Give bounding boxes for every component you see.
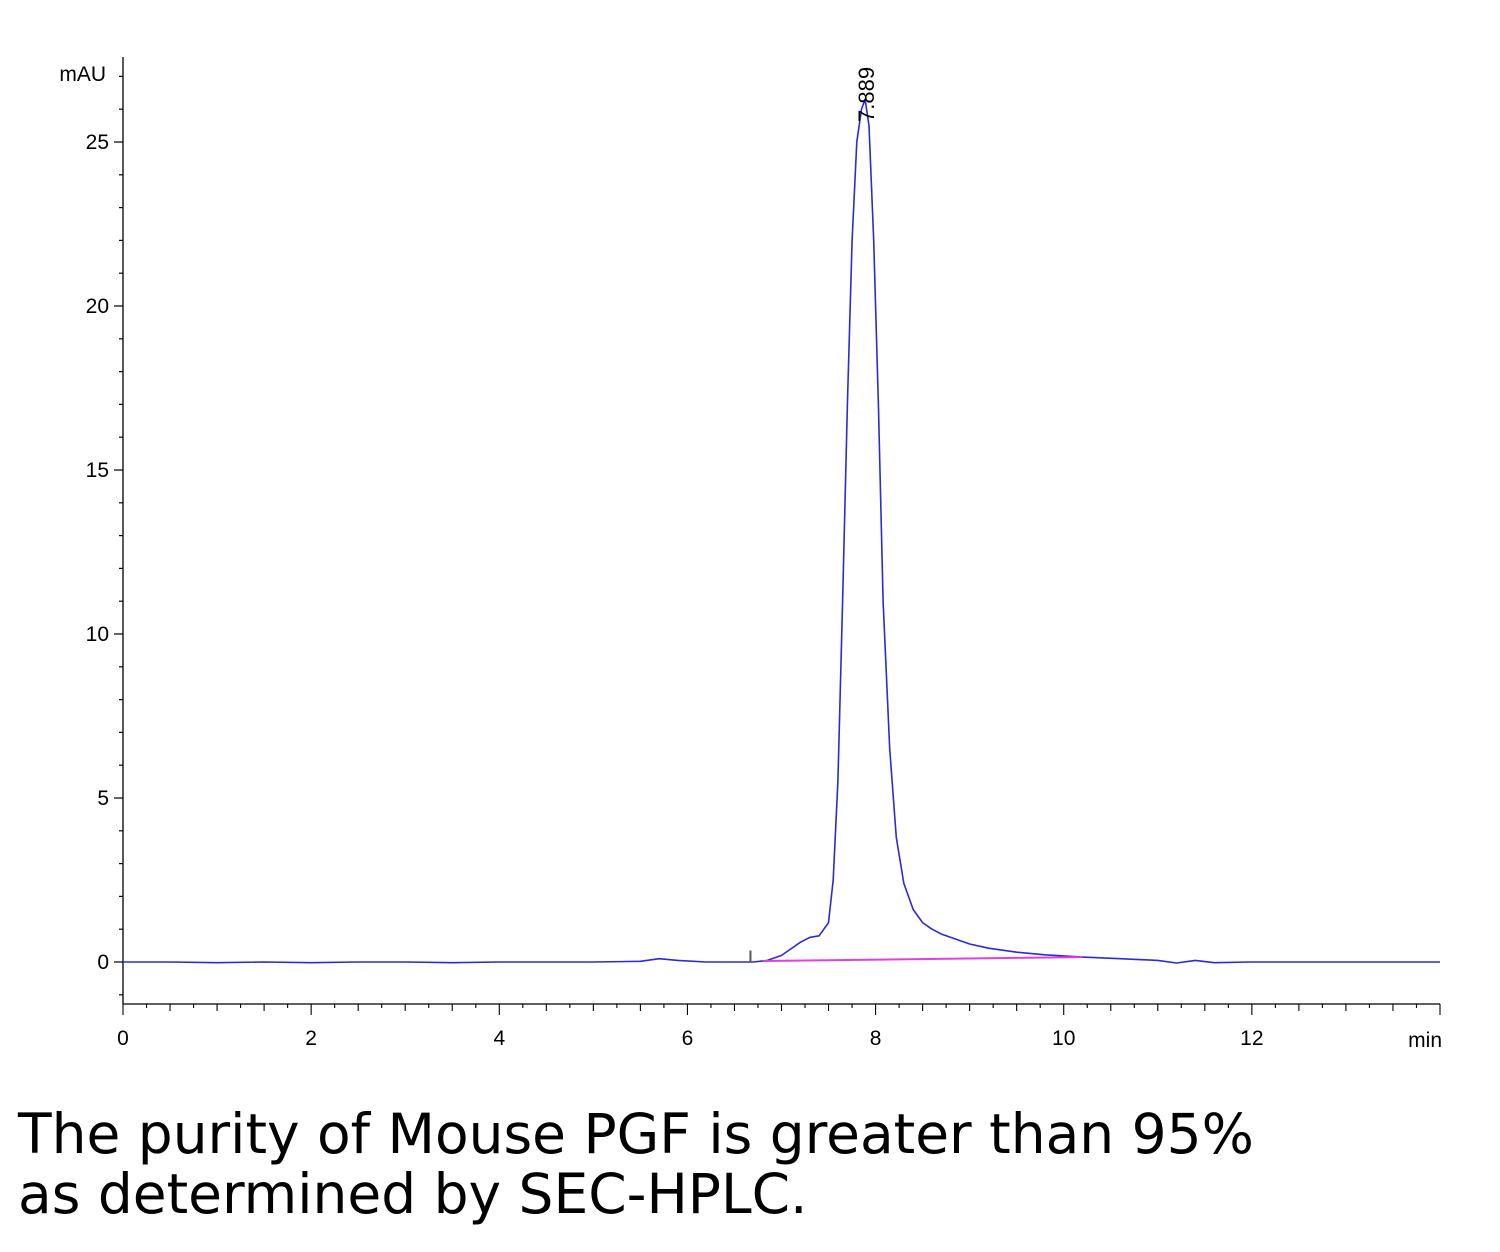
baseline-trace [762, 956, 1083, 962]
y-tick-label: 20 [86, 295, 109, 318]
x-tick-label: 4 [493, 1027, 505, 1050]
plot-area [123, 98, 1440, 964]
x-tick-label: 10 [1052, 1027, 1075, 1050]
caption-line-2: as determined by SEC-HPLC. [18, 1162, 808, 1226]
x-axis-unit-label: min [1408, 1029, 1442, 1052]
x-tick-label: 12 [1240, 1027, 1263, 1050]
x-tick-label: 6 [682, 1027, 694, 1050]
caption: The purity of Mouse PGF is greater than … [18, 1104, 1478, 1224]
y-axis: 0 5 10 15 20 25 [86, 57, 124, 1004]
y-tick-label: 5 [97, 787, 109, 810]
x-tick-label: 2 [305, 1027, 317, 1050]
x-tick-label: 8 [870, 1027, 882, 1050]
y-tick-label: 15 [86, 459, 109, 482]
y-axis-unit-label: mAU [59, 63, 106, 86]
y-tick-label: 10 [86, 623, 109, 646]
chromatogram-trace [123, 98, 1440, 964]
x-axis: 0 2 4 6 8 10 12 [117, 1003, 1441, 1050]
caption-line-1: The purity of Mouse PGF is greater than … [18, 1102, 1254, 1166]
peak-retention-time-label: 7.889 [854, 67, 879, 122]
y-tick-label: 0 [97, 951, 109, 974]
x-tick-label: 0 [117, 1027, 129, 1050]
chromatogram-chart: 0 5 10 15 20 25 0 2 4 6 8 10 12 mAU min 7.889 [59, 57, 1442, 1052]
y-tick-label: 25 [86, 131, 109, 154]
